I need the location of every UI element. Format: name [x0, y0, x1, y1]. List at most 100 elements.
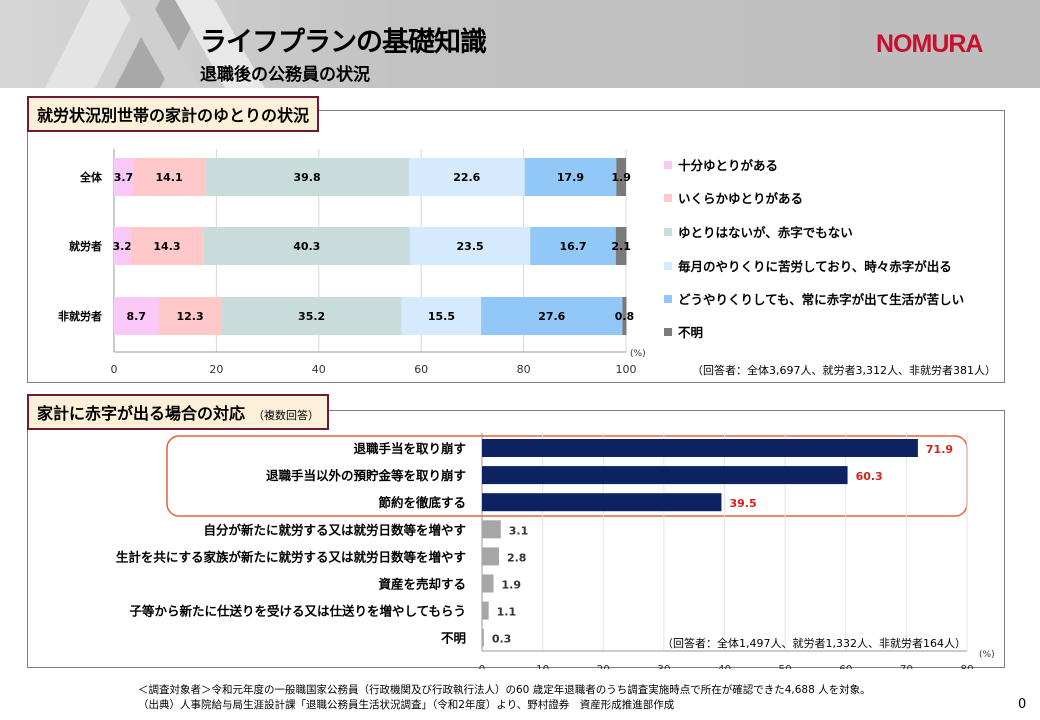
bar [482, 439, 918, 457]
data-label: 0.3 [492, 633, 512, 646]
x-tick-label: 80 [517, 363, 531, 376]
deficit-response-panel: 0 10 20 30 40 50 60 70 80 (%) 退職手当を取り崩す 71.9 退職手当以外の… [27, 410, 1005, 676]
bar-segment [114, 158, 133, 196]
legend-swatch [664, 262, 672, 270]
legend-swatch [664, 228, 672, 236]
bar [482, 466, 848, 485]
legend-swatch [664, 295, 672, 303]
data-label: 1.9 [502, 579, 522, 592]
category-label: 非就労者 [58, 309, 102, 323]
data-label: 3.7 [114, 171, 134, 184]
category-label: 生計を共にする家族が新たに就労する又は就労日数等を増やす [116, 549, 466, 564]
bar-segment [205, 158, 409, 196]
bar [482, 628, 484, 647]
section-label-text: 家計に赤字が出る場合の対応 [37, 404, 246, 423]
data-label: 22.6 [453, 171, 480, 184]
section-label-note: （複数回答） [253, 409, 320, 422]
bar [482, 520, 501, 539]
stacked-bar-chart: 0 20 40 60 80 100 (%) 全体 3.7 14.1 39.8 22.6 17.9 1.9 就… [58, 149, 996, 377]
unit-label: (%) [979, 650, 995, 660]
bar-segment [481, 297, 623, 335]
bar-segment [615, 227, 627, 265]
category-label: 節約を徹底する [378, 495, 466, 510]
bar-segment [132, 158, 206, 196]
category-label: 不明 [441, 631, 466, 646]
legend-label: 十分ゆとりがある [678, 158, 778, 173]
category-label: 退職手当以外の預貯金等を取り崩す [266, 468, 466, 483]
bar-segment [616, 158, 626, 196]
x-tick-label: 0 [111, 363, 118, 376]
footer-source-note: （出典）人事院給与局生涯設計課「退職公務員生活状況調査」（令和2年度）より、野村… [138, 699, 675, 711]
legend-label: どうやりくりしても、常に赤字が出て生活が苦しい [678, 292, 964, 307]
data-label: 14.1 [155, 171, 182, 184]
legend-swatch [664, 161, 672, 169]
decorative-stripes [45, 0, 265, 88]
category-label: 退職手当を取り崩す [353, 441, 466, 456]
x-tick-label: 10 [536, 664, 549, 669]
category-label: 資産を売却する [378, 577, 466, 592]
data-label: 1.1 [497, 606, 517, 619]
section-label-deficit-response: 家計に赤字が出る場合の対応 （複数回答） [27, 394, 330, 430]
page-subtitle: 退職後の公務員の状況 [200, 65, 370, 85]
legend-label: いくらかゆとりがある [678, 191, 803, 206]
page-title: ライフプランの基礎知識 [200, 27, 487, 58]
x-tick-label: 20 [209, 363, 223, 376]
x-tick-label: 30 [657, 664, 670, 669]
bar [482, 493, 722, 512]
x-tick-label: 50 [778, 664, 791, 669]
bar-segment [221, 297, 402, 335]
bar-segment [158, 297, 222, 335]
legend-label: 毎月のやりくりに苦労しており、時々赤字が出る [678, 259, 952, 274]
bar-segment [401, 297, 482, 335]
legend-label: ゆとりはないが、赤字でもない [678, 225, 853, 240]
data-label: 40.3 [293, 240, 320, 253]
data-label: 17.9 [557, 171, 584, 184]
data-label: 14.3 [153, 240, 180, 253]
data-label: 1.9 [611, 171, 631, 184]
data-label: 3.2 [112, 240, 132, 253]
x-tick-label: 60 [839, 664, 852, 669]
bar-segment [130, 227, 204, 265]
data-label: 23.5 [457, 240, 484, 253]
x-tick-label: 60 [414, 363, 428, 376]
category-label: 子等から新たに仕送りを受ける又は仕送りを増やしてもらう [129, 604, 466, 619]
respondent-note: （回答者：全体1,497人、就労者1,332人、非就労者164人） [662, 636, 966, 650]
data-label: 0.8 [615, 310, 635, 323]
bar-segment [409, 227, 531, 265]
household-margin-panel: 0 20 40 60 80 100 (%) 全体 3.7 14.1 39.8 22.6 17.9 1.9 就… [27, 110, 1005, 383]
response-bar-chart: 0 10 20 30 40 50 60 70 80 (%) 退職手当を取り崩す 71.9 退職手当以外の… [116, 433, 995, 676]
legend-swatch [664, 328, 672, 336]
bar-segment [524, 158, 617, 196]
data-label: 3.1 [509, 524, 529, 537]
bar-segment [530, 227, 616, 265]
legend-swatch [664, 194, 672, 202]
page-number: 0 [1018, 697, 1027, 712]
bar [482, 547, 499, 566]
section-label-household-margin: 就労状況別世帯の家計のゆとりの状況 [27, 96, 320, 132]
x-tick-label: 70 [900, 664, 913, 669]
category-label: 全体 [79, 170, 103, 184]
x-tick-label: 40 [718, 664, 731, 669]
category-label: 就労者 [69, 239, 102, 253]
bar [482, 601, 489, 620]
data-label: 16.7 [559, 240, 586, 253]
x-tick-label: 0 [479, 664, 486, 669]
bar-segment [622, 297, 627, 335]
x-tick-label: 20 [597, 664, 610, 669]
data-label: 39.5 [729, 497, 756, 510]
data-label: 35.2 [298, 310, 325, 323]
bar [482, 574, 494, 593]
unit-label: (%) [630, 349, 646, 359]
data-label: 27.6 [538, 310, 565, 323]
bar-segment [203, 227, 410, 265]
data-label: 8.7 [127, 310, 147, 323]
bar-segment [114, 227, 131, 265]
header-banner: ライフプランの基礎知識 退職後の公務員の状況 NOMURA [0, 0, 1040, 88]
data-label: 2.1 [611, 240, 631, 253]
x-tick-label: 80 [960, 664, 973, 669]
legend-label: 不明 [678, 325, 703, 340]
footer-target-note: ＜調査対象者＞令和元年度の一般職国家公務員（行政機関及び行政執行法人）の60 歳… [138, 684, 871, 696]
data-label: 2.8 [507, 551, 526, 564]
respondent-note: （回答者：全体3,697人、就労者3,312人、非就労者381人） [692, 363, 996, 377]
bar-segment [408, 158, 525, 196]
